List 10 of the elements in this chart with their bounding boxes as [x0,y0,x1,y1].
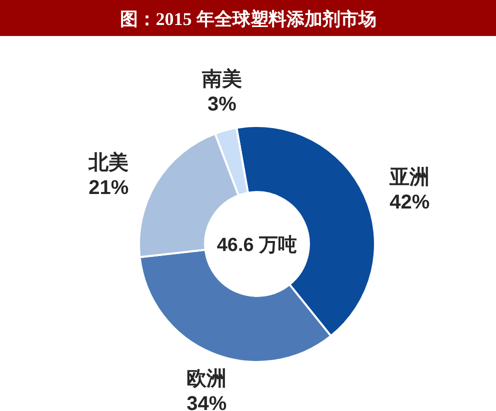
data-label: 34% [186,393,227,411]
slice-label: 北美 [88,151,129,174]
data-label: 21% [88,177,129,200]
data-label: 3% [207,94,237,116]
slice-label: 亚洲 [388,166,430,188]
text: 46.6 万吨 [216,234,298,256]
slice-label: 南美 [200,68,242,91]
chart-title: 图：2015 年全球塑料添加剂市场 [120,9,376,29]
data-label: 42% [390,191,430,214]
slice-label: 欧洲 [186,368,227,390]
